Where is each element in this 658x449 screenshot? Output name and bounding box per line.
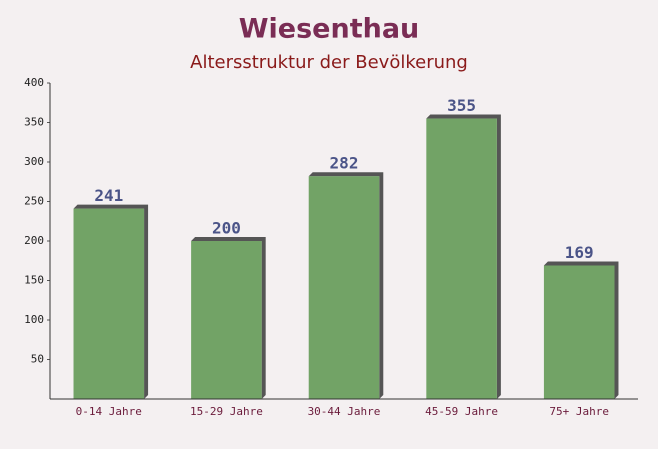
x-tick-label: 15-29 Jahre	[190, 405, 263, 418]
x-tick-label: 0-14 Jahre	[76, 405, 142, 418]
y-tick-label: 150	[24, 274, 44, 287]
y-tick-label: 250	[24, 195, 44, 208]
x-tick-label: 30-44 Jahre	[308, 405, 381, 418]
bar	[73, 208, 145, 399]
y-tick-label: 200	[24, 234, 44, 247]
x-tick-label: 45-59 Jahre	[425, 405, 498, 418]
y-tick-label: 350	[24, 116, 44, 129]
y-tick-label: 50	[31, 353, 44, 366]
value-label: 169	[565, 243, 594, 262]
bar	[308, 176, 380, 399]
bar	[191, 241, 262, 399]
y-tick-label: 300	[24, 155, 44, 168]
value-label: 355	[447, 96, 476, 115]
bar	[543, 265, 615, 399]
y-tick-label: 400	[24, 76, 44, 89]
chart-title: Wiesenthau	[239, 14, 420, 45]
x-tick-label: 75+ Jahre	[549, 405, 609, 418]
value-label: 241	[94, 186, 123, 205]
value-label: 282	[330, 154, 359, 173]
value-label: 200	[212, 219, 241, 238]
bar	[426, 118, 497, 400]
chart-subtitle: Altersstruktur der Bevölkerung	[190, 52, 468, 73]
y-tick-label: 100	[24, 313, 44, 326]
